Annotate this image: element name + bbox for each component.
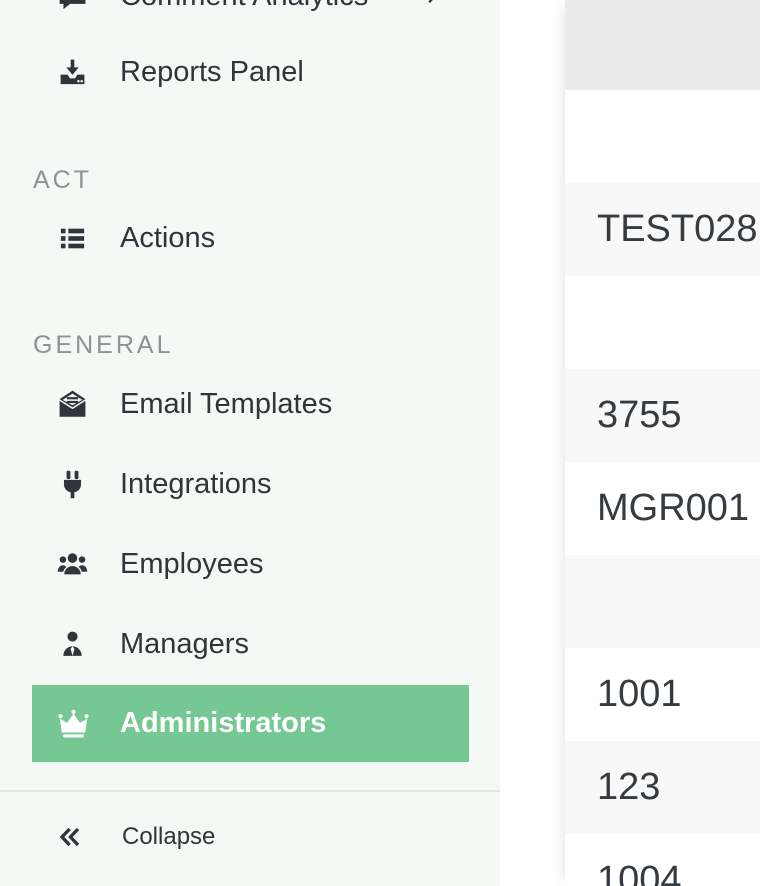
plug-icon: [57, 469, 88, 500]
sidebar-item-label: Administrators: [120, 707, 327, 739]
crown-icon: [58, 708, 89, 739]
table-row[interactable]: [565, 555, 760, 648]
table-row[interactable]: 3755: [565, 369, 760, 462]
sidebar-item-label: Employees: [120, 547, 264, 580]
users-group-icon: [57, 549, 88, 580]
download-tray-icon: [57, 57, 88, 88]
table-row[interactable]: 1001: [565, 648, 760, 741]
sidebar-item-label: Email Templates: [120, 387, 333, 420]
sidebar-section-act: ACT: [33, 166, 92, 194]
sidebar-item-label: Reports Panel: [120, 55, 304, 88]
list-icon: [57, 223, 88, 254]
table-cell: 3755: [597, 394, 682, 436]
sidebar-item-administrators[interactable]: Administrators: [32, 685, 469, 762]
sidebar-item-integrations[interactable]: Integrations: [0, 444, 500, 524]
table-cell: 123: [597, 766, 661, 808]
sidebar-item-managers[interactable]: Managers: [0, 604, 500, 684]
collapse-label: Collapse: [122, 823, 216, 850]
open-envelope-icon: [57, 389, 88, 420]
table-row[interactable]: 123: [565, 741, 760, 834]
table-cell: TEST028: [597, 208, 758, 250]
sidebar-item-label: Actions: [120, 221, 216, 254]
sidebar-item-label: Managers: [120, 627, 249, 660]
sidebar-divider: [0, 790, 500, 792]
table-row[interactable]: 1004: [565, 834, 760, 886]
table-header: [565, 0, 760, 90]
sidebar-item-comment-analytics[interactable]: Comment Analytics: [0, 0, 500, 36]
table-cell: 1001: [597, 673, 682, 715]
chevron-right-icon: [422, 0, 442, 6]
collapse-button[interactable]: Collapse: [0, 806, 500, 868]
sidebar-item-employees[interactable]: Employees: [0, 524, 500, 604]
sidebar-item-label: Integrations: [120, 467, 272, 500]
sidebar-item-actions[interactable]: Actions: [0, 198, 500, 278]
sidebar: Comment Analytics Reports Panel ACT: [0, 0, 500, 886]
sidebar-item-email-templates[interactable]: Email Templates: [0, 364, 500, 444]
table-cell: MGR001: [597, 487, 750, 529]
sidebar-section-general: GENERAL: [33, 331, 174, 359]
sidebar-item-reports-panel[interactable]: Reports Panel: [0, 32, 500, 112]
table-row[interactable]: MGR001: [565, 462, 760, 555]
data-table: TEST028 3755 MGR001 1001 123 1004: [565, 0, 760, 886]
table-row[interactable]: TEST028: [565, 183, 760, 276]
double-chevron-left-icon: [57, 824, 83, 850]
table-row[interactable]: [565, 276, 760, 369]
table-cell: 1004: [597, 859, 682, 886]
sidebar-item-label: Comment Analytics: [120, 0, 368, 13]
comment-analytics-icon: [57, 0, 88, 12]
table-row[interactable]: [565, 90, 760, 183]
main-content: TEST028 3755 MGR001 1001 123 1004: [500, 0, 760, 886]
person-tie-icon: [57, 629, 88, 660]
